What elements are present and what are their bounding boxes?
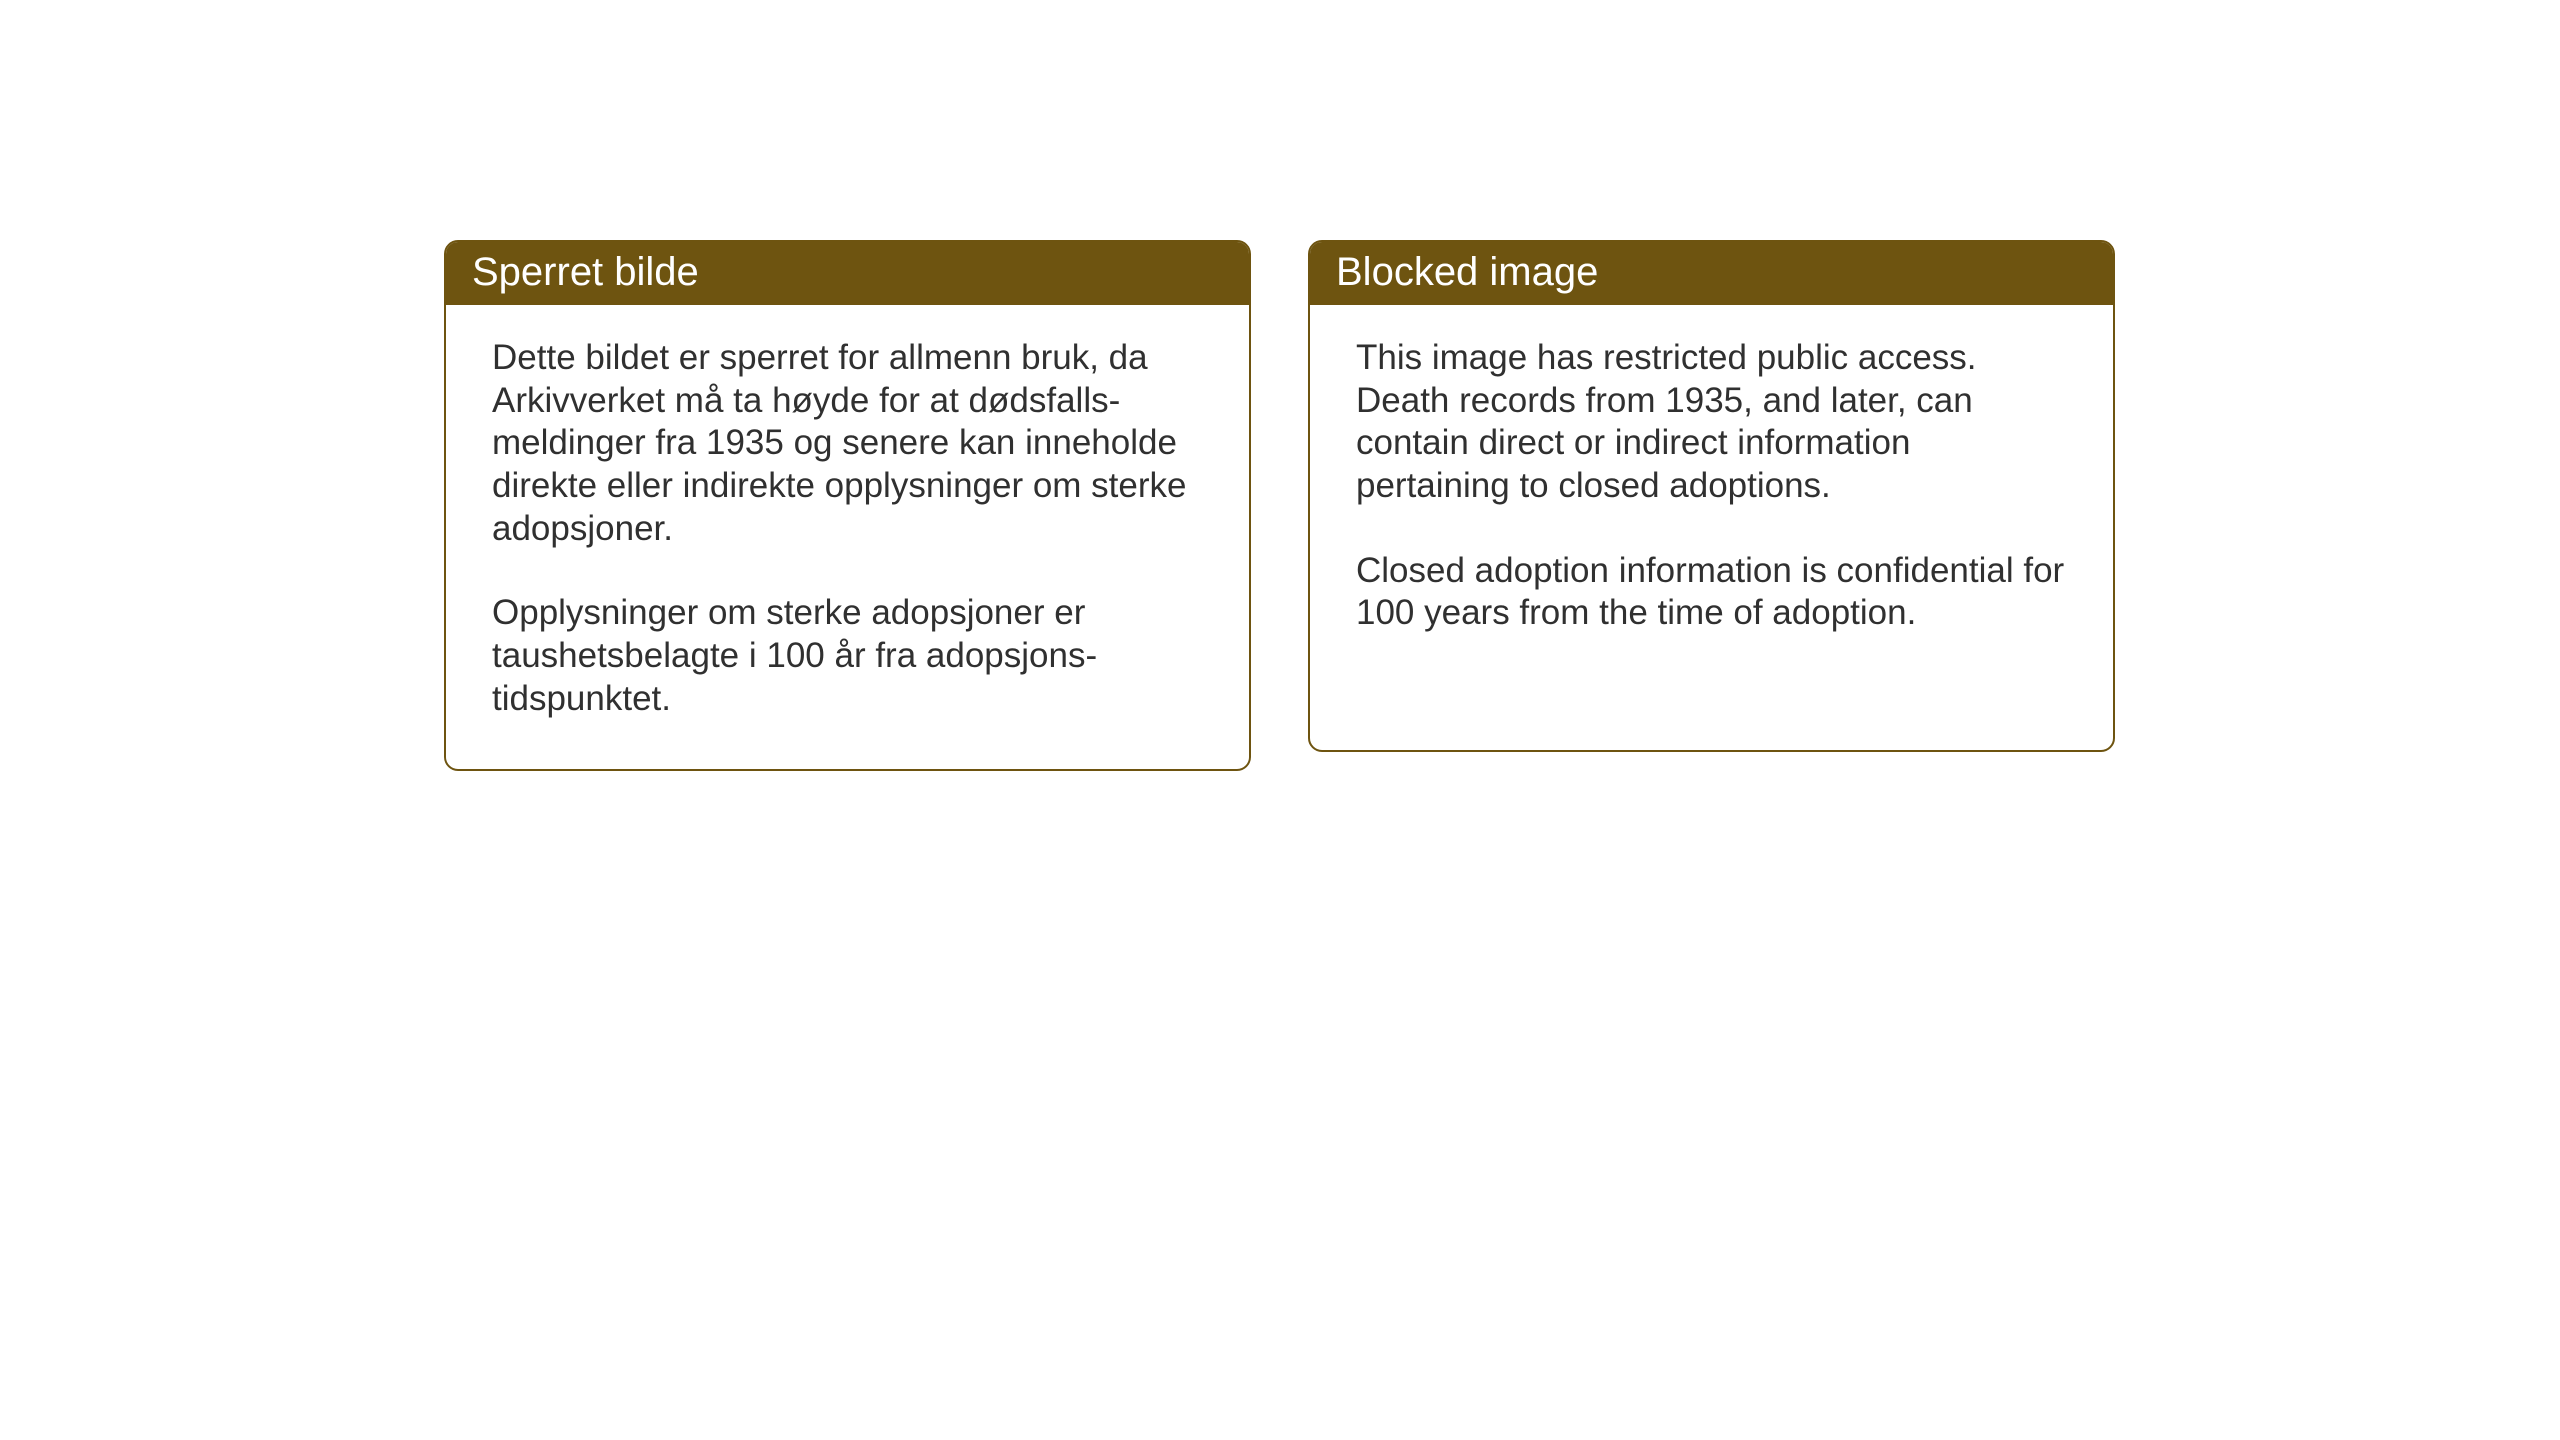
- norwegian-card-title: Sperret bilde: [446, 242, 1249, 305]
- english-card: Blocked image This image has restricted …: [1308, 240, 2115, 752]
- english-card-title: Blocked image: [1310, 242, 2113, 305]
- norwegian-card: Sperret bilde Dette bildet er sperret fo…: [444, 240, 1251, 771]
- cards-container: Sperret bilde Dette bildet er sperret fo…: [444, 240, 2115, 771]
- norwegian-card-body: Dette bildet er sperret for allmenn bruk…: [446, 305, 1249, 769]
- norwegian-paragraph-2: Opplysninger om sterke adopsjoner er tau…: [492, 592, 1203, 720]
- english-card-body: This image has restricted public access.…: [1310, 305, 2113, 683]
- norwegian-paragraph-1: Dette bildet er sperret for allmenn bruk…: [492, 337, 1203, 550]
- english-paragraph-1: This image has restricted public access.…: [1356, 337, 2067, 508]
- english-paragraph-2: Closed adoption information is confident…: [1356, 550, 2067, 635]
